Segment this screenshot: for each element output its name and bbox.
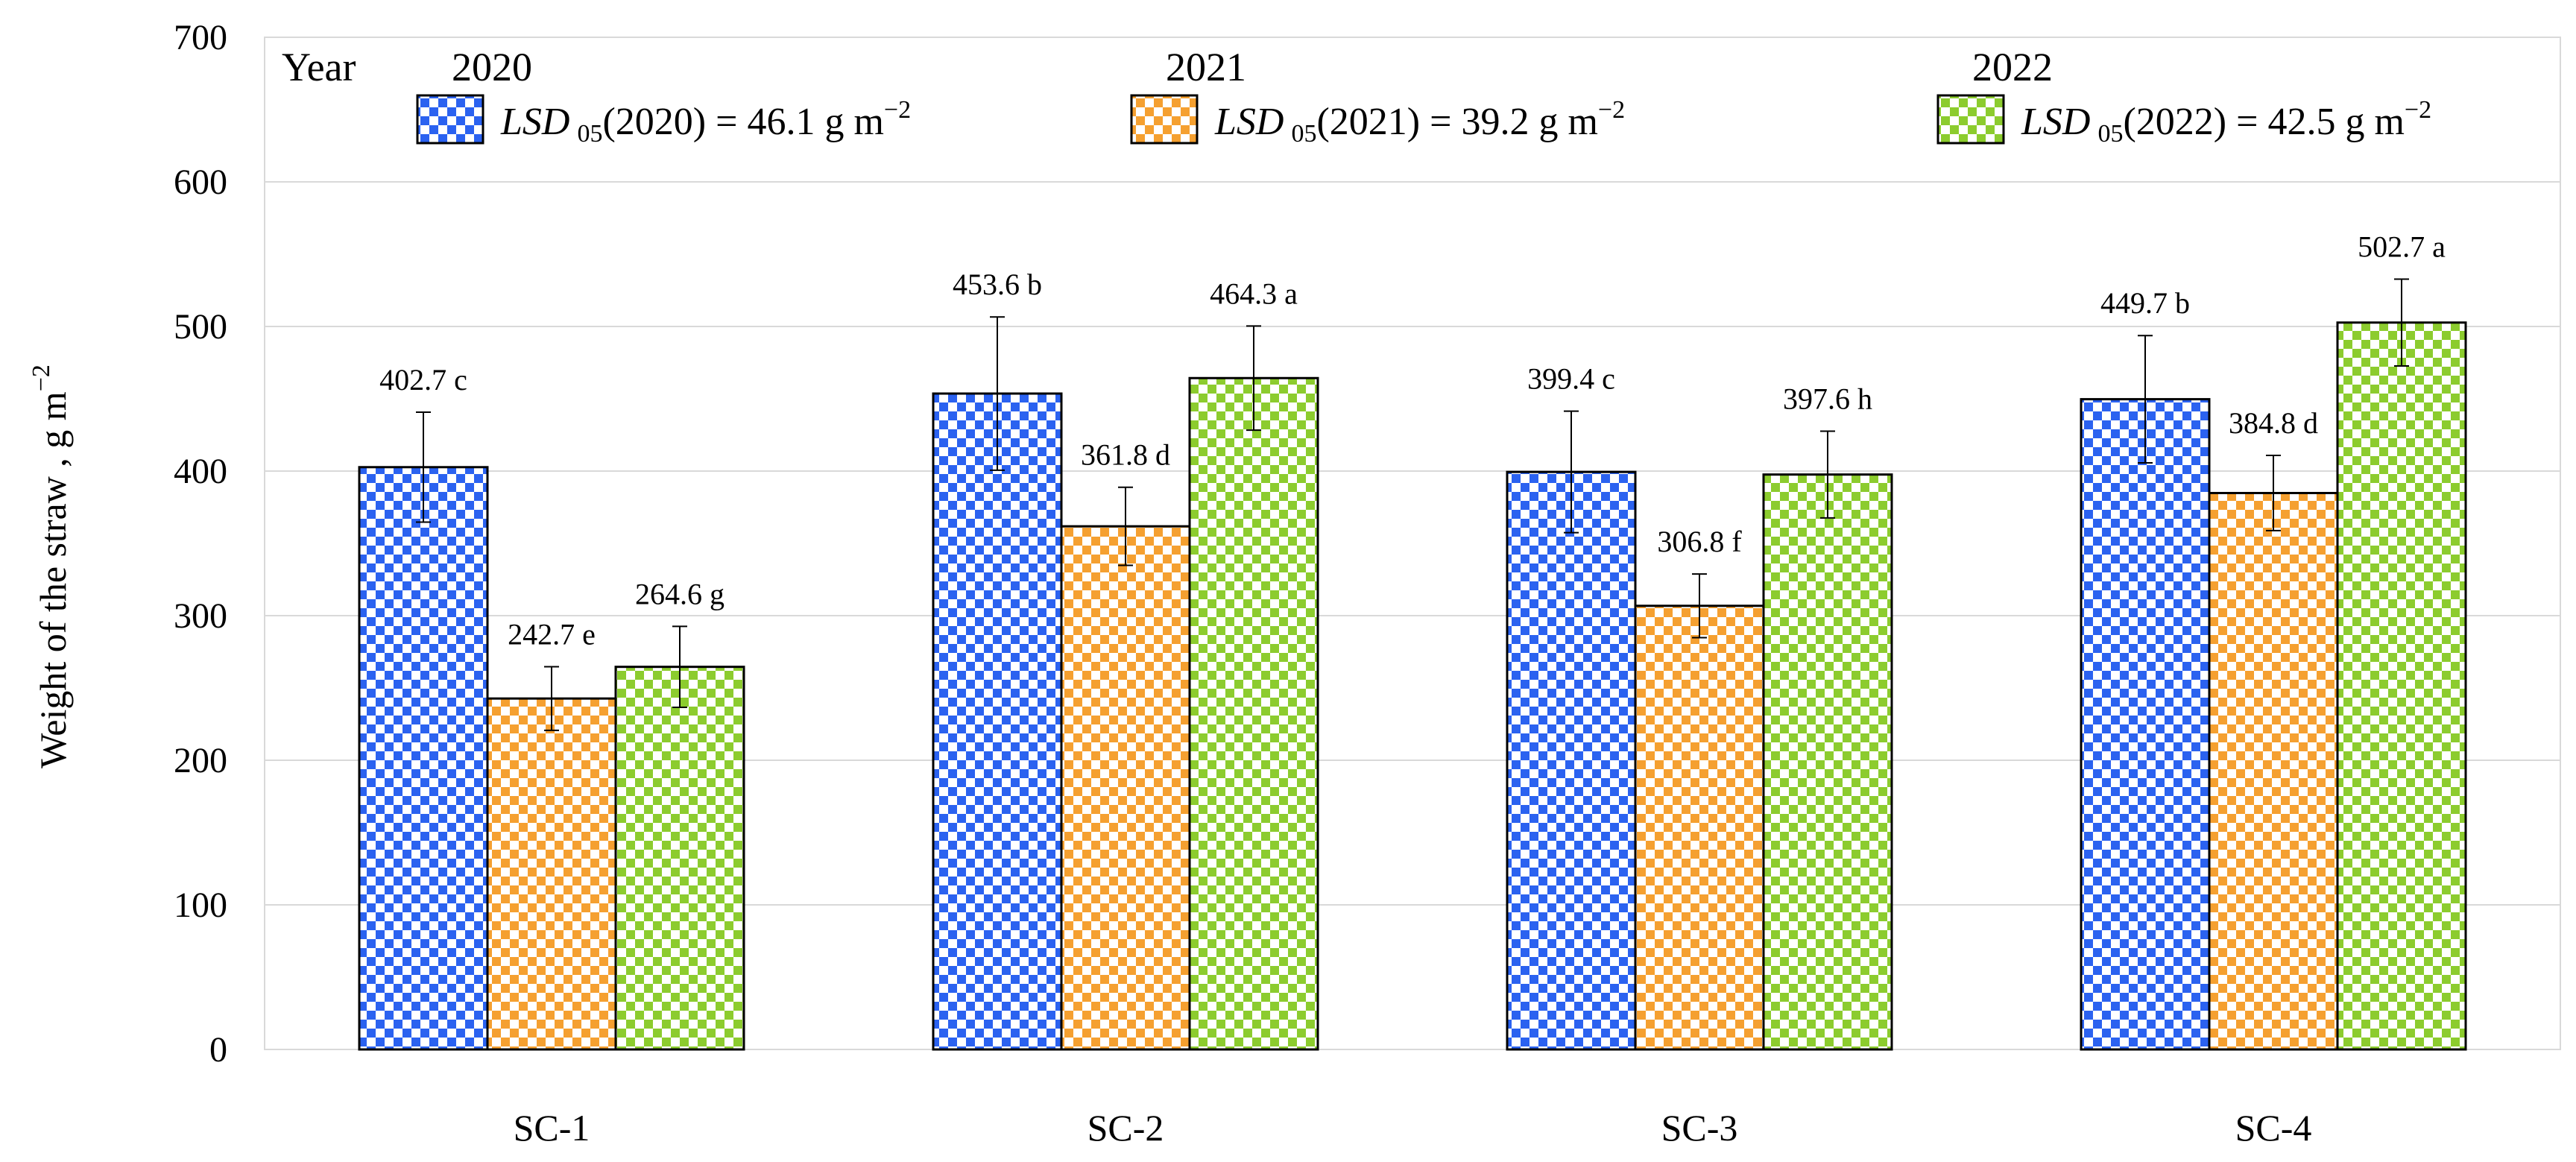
legend-entry-2021: LSD 05(2021) = 39.2 g m−2	[1214, 96, 1625, 148]
y-tick-label: 100	[174, 885, 227, 925]
bar-2020-SC-4	[2080, 398, 2211, 1051]
y-axis-ticks: 0 100 200 300 400 500 600 700	[174, 18, 227, 1070]
bar-series: 402.7 c 242.7 e 264.6 g 453.6 b 361.8 d 464.3…	[358, 230, 2467, 1051]
bar-2021-SC-3	[1634, 604, 1765, 1051]
x-tick-label: SC-1	[514, 1107, 590, 1149]
legend-swatch-2022	[1936, 94, 2005, 145]
y-axis-label-text: Weight of the straw , g m	[32, 391, 74, 768]
bar-2020-SC-3	[1506, 470, 1637, 1051]
bar-2022-SC-1	[614, 666, 745, 1051]
legend-swatch-2020	[416, 94, 484, 145]
data-label: 399.4 c	[1527, 362, 1615, 396]
data-label: 384.8 d	[2229, 406, 2318, 440]
data-label: 449.7 b	[2100, 286, 2190, 320]
legend-year-2022: 2022	[1972, 45, 2053, 89]
data-label: 464.3 a	[1210, 277, 1298, 310]
x-tick-label: SC-3	[1661, 1107, 1738, 1149]
bar-2022-SC-3	[1762, 473, 1893, 1051]
x-tick-label: SC-4	[2235, 1107, 2312, 1149]
bar-2022-SC-4	[2336, 321, 2467, 1051]
data-label: 361.8 d	[1081, 438, 1170, 472]
bar-2020-SC-2	[932, 392, 1063, 1051]
legend: Year 2020 LSD 05(2020) = 46.1 g m−2 2021 LSD…	[282, 45, 2431, 148]
y-tick-label: 700	[174, 18, 227, 57]
bar-2021-SC-4	[2208, 491, 2339, 1051]
bar-2020-SC-1	[358, 466, 489, 1051]
x-tick-label: SC-2	[1087, 1107, 1164, 1149]
y-tick-label: 300	[174, 596, 227, 636]
y-tick-label: 200	[174, 741, 227, 780]
bar-2021-SC-1	[486, 697, 617, 1051]
legend-swatch-2021	[1130, 94, 1199, 145]
y-tick-label: 400	[174, 452, 227, 491]
data-label: 397.6 h	[1783, 382, 1872, 415]
bar-2022-SC-2	[1188, 376, 1319, 1051]
data-label: 502.7 a	[2358, 230, 2446, 264]
legend-year-2020: 2020	[452, 45, 532, 89]
data-label: 264.6 g	[635, 577, 724, 610]
data-label: 402.7 c	[379, 363, 467, 397]
legend-year-2021: 2021	[1166, 45, 1246, 89]
x-axis-ticks: SC-1 SC-2 SC-3 SC-4	[514, 1107, 2312, 1149]
bar-2021-SC-2	[1060, 525, 1191, 1051]
y-axis-label-sup: −2	[28, 364, 55, 391]
y-tick-label: 600	[174, 162, 227, 202]
legend-title: Year	[282, 45, 356, 89]
data-label: 306.8 f	[1657, 525, 1742, 558]
data-label: 453.6 b	[953, 268, 1042, 301]
legend-entry-2022: LSD 05(2022) = 42.5 g m−2	[2021, 96, 2431, 148]
y-tick-label: 500	[174, 307, 227, 347]
data-label: 242.7 e	[508, 617, 596, 651]
y-axis-label: Weight of the straw , g m−2	[28, 364, 74, 768]
y-tick-label: 0	[209, 1030, 227, 1070]
legend-entry-2020: LSD 05(2020) = 46.1 g m−2	[500, 96, 911, 148]
